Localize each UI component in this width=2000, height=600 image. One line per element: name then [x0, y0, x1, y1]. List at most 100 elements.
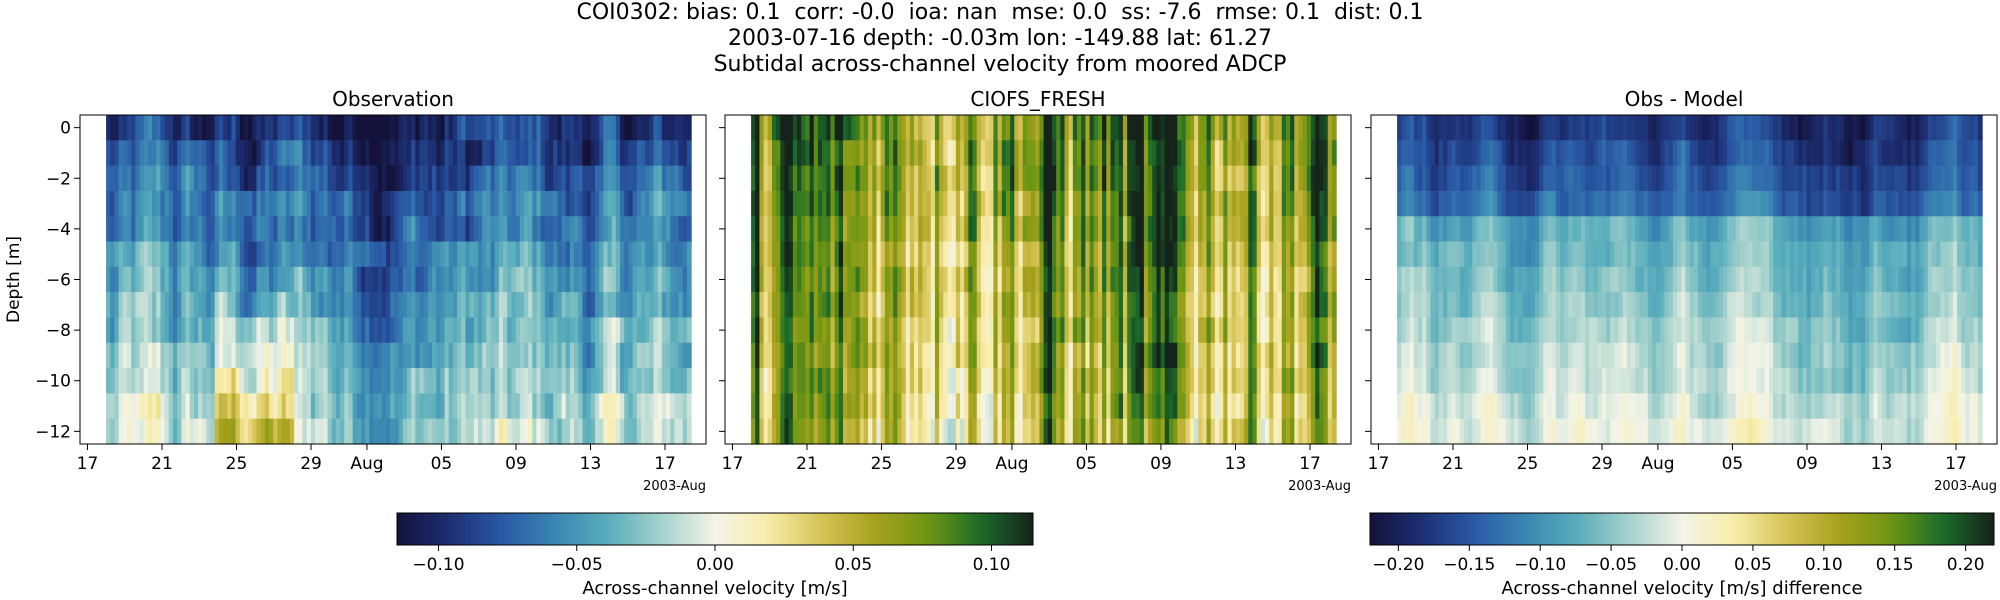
- heatmap-cell: [1319, 342, 1325, 369]
- heatmap-cell: [1781, 216, 1787, 243]
- heatmap-cell: [440, 115, 446, 141]
- heatmap-cell: [611, 190, 617, 217]
- heatmap-cell: [1631, 140, 1636, 167]
- heatmap-cell: [1835, 115, 1841, 141]
- heatmap-cell: [1139, 216, 1145, 243]
- heatmap-cell: [473, 165, 479, 192]
- heatmap-cell: [365, 165, 370, 192]
- heatmap-cell: [323, 190, 329, 217]
- heatmap-cell: [855, 292, 861, 319]
- heatmap-cell: [319, 115, 324, 141]
- heatmap-cell: [523, 115, 529, 141]
- heatmap-cell: [1051, 165, 1057, 192]
- heatmap-cell: [1281, 216, 1287, 243]
- heatmap-cell: [1285, 292, 1291, 319]
- heatmap-cell: [1501, 140, 1507, 167]
- heatmap-cell: [1018, 165, 1024, 192]
- heatmap-cell: [1177, 342, 1183, 369]
- heatmap-cell: [1281, 418, 1287, 445]
- heatmap-cell: [1269, 393, 1275, 420]
- heatmap-cell: [1235, 115, 1241, 141]
- heatmap-cell: [277, 241, 283, 268]
- heatmap-cell: [1430, 342, 1436, 369]
- heatmap-cell: [406, 165, 412, 192]
- heatmap-cell: [1706, 165, 1712, 192]
- heatmap-cell: [461, 418, 467, 445]
- heatmap-cell: [1106, 140, 1112, 167]
- heatmap-cell: [801, 317, 807, 344]
- heatmap-cell: [624, 241, 630, 268]
- heatmap-cell: [1285, 241, 1291, 268]
- heatmap-cell: [1298, 393, 1304, 420]
- heatmap-cell: [135, 140, 141, 167]
- heatmap-cell: [264, 266, 270, 293]
- heatmap-cell: [1185, 266, 1191, 293]
- heatmap-cell: [780, 292, 786, 319]
- heatmap-cell: [817, 266, 823, 293]
- heatmap-cell: [1214, 190, 1220, 217]
- heatmap-cell: [1911, 165, 1916, 192]
- heatmap-cell: [306, 393, 312, 420]
- heatmap-cell: [847, 393, 852, 420]
- heatmap-cell: [436, 115, 441, 141]
- heatmap-cell: [536, 317, 542, 344]
- heatmap-cell: [1760, 216, 1766, 243]
- heatmap-cell: [1156, 418, 1162, 445]
- heatmap-cell: [519, 317, 525, 344]
- heatmap-cell: [273, 190, 279, 217]
- heatmap-cell: [1443, 317, 1448, 344]
- heatmap-cell: [1768, 317, 1774, 344]
- heatmap-cell: [1106, 165, 1112, 192]
- heatmap-cell: [1102, 393, 1107, 420]
- heatmap-cell: [1185, 115, 1191, 141]
- heatmap-cell: [909, 368, 915, 394]
- heatmap-cell: [918, 216, 924, 243]
- heatmap-cell: [1422, 292, 1427, 319]
- heatmap-cell: [390, 216, 396, 243]
- heatmap-cell: [1768, 216, 1774, 243]
- heatmap-cell: [1476, 292, 1482, 319]
- heatmap-cell: [1005, 216, 1011, 243]
- heatmap-cell: [1576, 140, 1582, 167]
- heatmap-cell: [682, 115, 688, 141]
- heatmap-cell: [1472, 115, 1478, 141]
- heatmap-cell: [763, 368, 769, 394]
- heatmap-cell: [1526, 266, 1532, 293]
- heatmap-cell: [256, 393, 262, 420]
- heatmap-cell: [1047, 165, 1053, 192]
- heatmap-cell: [1697, 266, 1703, 293]
- heatmap-cell: [114, 418, 120, 445]
- heatmap-cell: [1551, 115, 1557, 141]
- heatmap-cell: [1031, 216, 1036, 243]
- heatmap-cell: [126, 368, 132, 394]
- heatmap-cell: [1543, 115, 1549, 141]
- heatmap-cell: [243, 165, 249, 192]
- heatmap-cell: [1173, 368, 1178, 394]
- heatmap-cell: [624, 368, 630, 394]
- heatmap-cell: [202, 241, 207, 268]
- heatmap-cell: [666, 115, 671, 141]
- heatmap-cell: [411, 393, 416, 420]
- heatmap-cell: [1597, 241, 1603, 268]
- heatmap-cell: [628, 292, 634, 319]
- heatmap-cell: [386, 241, 391, 268]
- heatmap-cell: [1093, 140, 1099, 167]
- heatmap-cell: [131, 368, 136, 394]
- heatmap-cell: [528, 317, 533, 344]
- heatmap-cell: [1102, 241, 1107, 268]
- heatmap-cell: [1026, 216, 1032, 243]
- heatmap-cell: [1572, 140, 1578, 167]
- heatmap-cell: [1451, 292, 1457, 319]
- heatmap-cell: [930, 393, 936, 420]
- heatmap-cell: [834, 393, 840, 420]
- heatmap-cell: [603, 216, 609, 243]
- heatmap-cell: [210, 165, 216, 192]
- heatmap-cell: [590, 266, 596, 293]
- heatmap-cell: [1610, 317, 1615, 344]
- heatmap-cell: [1936, 266, 1941, 293]
- heatmap-cell: [557, 266, 563, 293]
- heatmap-cell: [797, 190, 802, 217]
- heatmap-cell: [528, 266, 533, 293]
- heatmap-cell: [1798, 115, 1804, 141]
- heatmap-cell: [335, 317, 341, 344]
